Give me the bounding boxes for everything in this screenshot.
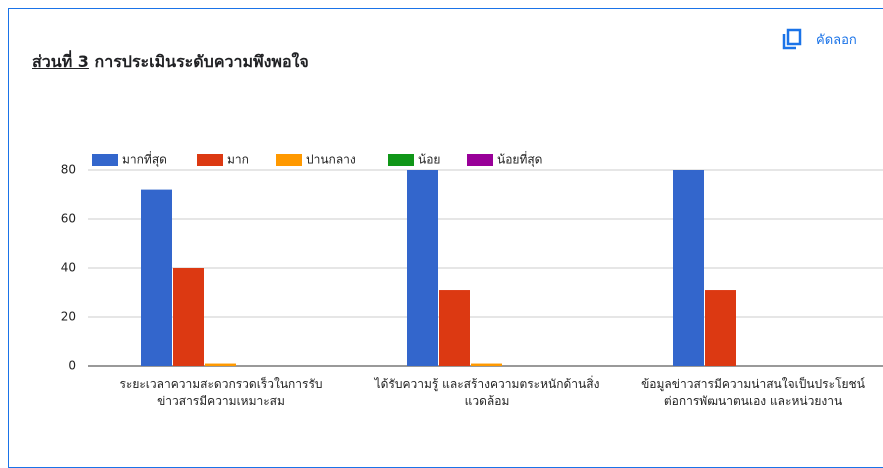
- bar: [471, 363, 502, 366]
- y-tick-label: 0: [68, 359, 76, 373]
- bar: [439, 290, 470, 366]
- legend-label: น้อยที่สุด: [497, 151, 542, 168]
- page: ส่วนที่ 3 การประเมินระดับความพึงพอใจ คัด…: [8, 8, 883, 468]
- copy-label: คัดลอก: [816, 32, 857, 48]
- bar: [407, 170, 438, 366]
- x-tick-label: ได้รับความรู้ และสร้างความตระหนักด้านสิ่…: [374, 377, 600, 408]
- chart: 0 20 40 60 80 มากที่สุด มาก ปานกลาง น้อย น้อยที่ส…: [61, 151, 883, 373]
- y-tick-label: 60: [61, 212, 76, 226]
- x-tick-label: ข้อมูลข่าวสารมีความน่าสนใจเป็นประโยชน์ ต…: [641, 377, 865, 408]
- legend-label: ปานกลาง: [306, 153, 356, 167]
- legend-label: น้อย: [418, 153, 440, 167]
- x-tick-label: ระยะเวลาความสะดวกรวดเร็วในการรับ ข่าวสาร…: [119, 377, 323, 408]
- bar: [205, 363, 236, 366]
- legend-swatch: [92, 154, 118, 166]
- legend-label: มากที่สุด: [122, 151, 167, 168]
- bar: [705, 290, 736, 366]
- legend-label: มาก: [227, 153, 249, 167]
- section-number: ส่วนที่ 3: [32, 52, 89, 71]
- bar: [173, 268, 204, 366]
- section-title: ส่วนที่ 3 การประเมินระดับความพึงพอใจ: [32, 50, 309, 75]
- y-tick-label: 40: [61, 261, 76, 275]
- bar: [673, 170, 704, 366]
- legend-swatch: [197, 154, 223, 166]
- legend-swatch: [276, 154, 302, 166]
- section-name: การประเมินระดับความพึงพอใจ: [94, 52, 309, 71]
- legend-swatch: [467, 154, 493, 166]
- copy-button[interactable]: คัดลอก: [782, 28, 857, 50]
- y-tick-label: 20: [61, 310, 76, 324]
- copy-icon: [782, 28, 802, 50]
- legend-swatch: [388, 154, 414, 166]
- y-tick-label: 80: [61, 163, 76, 177]
- bar: [141, 189, 172, 366]
